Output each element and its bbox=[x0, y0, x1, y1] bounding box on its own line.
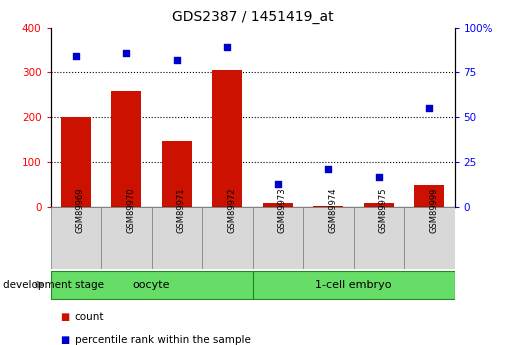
Text: GSM89974: GSM89974 bbox=[328, 187, 337, 233]
Point bbox=[122, 50, 130, 56]
Bar bbox=[111, 91, 141, 207]
Bar bbox=[313, 206, 343, 207]
Text: ■: ■ bbox=[61, 335, 70, 345]
Point bbox=[223, 45, 231, 50]
Text: GSM89972: GSM89972 bbox=[227, 187, 236, 233]
Bar bbox=[364, 203, 394, 207]
Point bbox=[425, 106, 433, 111]
Bar bbox=[404, 207, 454, 269]
Bar bbox=[414, 186, 444, 207]
Bar bbox=[101, 207, 152, 269]
Text: GSM89999: GSM89999 bbox=[429, 187, 438, 233]
Text: percentile rank within the sample: percentile rank within the sample bbox=[75, 335, 250, 345]
Text: ■: ■ bbox=[61, 313, 70, 322]
Bar bbox=[263, 203, 293, 207]
Text: GSM89969: GSM89969 bbox=[76, 187, 85, 233]
Bar bbox=[252, 207, 303, 269]
Text: count: count bbox=[75, 313, 104, 322]
Bar bbox=[202, 207, 252, 269]
Bar bbox=[354, 207, 404, 269]
Text: GSM89970: GSM89970 bbox=[126, 187, 135, 233]
Bar bbox=[50, 270, 252, 298]
Point bbox=[72, 53, 80, 59]
Text: GSM89973: GSM89973 bbox=[278, 187, 287, 233]
Bar bbox=[50, 207, 101, 269]
Bar bbox=[152, 207, 202, 269]
Point bbox=[324, 167, 332, 172]
Bar bbox=[61, 117, 91, 207]
Bar bbox=[162, 141, 192, 207]
Text: GSM89971: GSM89971 bbox=[177, 187, 186, 233]
Title: GDS2387 / 1451419_at: GDS2387 / 1451419_at bbox=[172, 10, 333, 24]
Bar bbox=[252, 270, 454, 298]
Text: 1-cell embryo: 1-cell embryo bbox=[315, 280, 392, 289]
Point bbox=[274, 181, 282, 186]
Bar bbox=[212, 70, 242, 207]
Text: GSM89975: GSM89975 bbox=[379, 187, 388, 233]
Text: oocyte: oocyte bbox=[133, 280, 170, 289]
Point bbox=[173, 57, 181, 63]
Text: development stage: development stage bbox=[3, 280, 104, 289]
Bar bbox=[303, 207, 354, 269]
Point bbox=[375, 174, 383, 179]
